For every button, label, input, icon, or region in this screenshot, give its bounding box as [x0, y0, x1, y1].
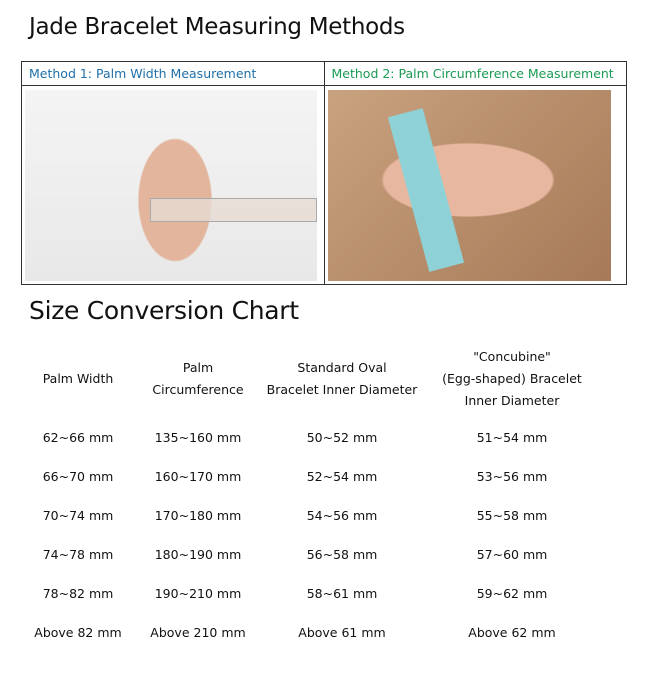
palm-circumference-photo	[327, 90, 611, 281]
table-row: 66~70 mm 160~170 mm 52~54 mm 53~56 mm	[18, 457, 598, 496]
column-header-line: Standard Oval	[297, 360, 387, 375]
method-2: Method 2: Palm Circumference Measurement	[323, 62, 626, 284]
table-cell: 190~210 mm	[154, 586, 242, 601]
table-row: 74~78 mm 180~190 mm 56~58 mm 57~60 mm	[18, 535, 598, 574]
ruler	[150, 198, 317, 222]
page-title: Jade Bracelet Measuring Methods	[29, 14, 405, 40]
column-header: Standard Oval Bracelet Inner Diameter	[258, 340, 426, 418]
table-cell: 51~54 mm	[476, 430, 548, 445]
size-chart-title: Size Conversion Chart	[29, 296, 299, 325]
table-cell: 180~190 mm	[154, 547, 242, 562]
table-cell: 160~170 mm	[154, 469, 242, 484]
table-cell: 66~70 mm	[42, 469, 114, 484]
method-1-label: Method 1: Palm Width Measurement	[22, 62, 324, 86]
method-2-label: Method 2: Palm Circumference Measurement	[324, 62, 626, 86]
table-cell: 59~62 mm	[476, 586, 548, 601]
column-header-line: Palm	[182, 360, 214, 375]
table-row: 70~74 mm 170~180 mm 54~56 mm 55~58 mm	[18, 496, 598, 535]
table-cell: 54~56 mm	[306, 508, 378, 523]
table-cell: 78~82 mm	[42, 586, 114, 601]
measuring-tape	[387, 108, 464, 272]
column-header-line: Palm Width	[42, 371, 114, 386]
methods-table: Method 1: Palm Width Measurement Method …	[21, 61, 627, 285]
column-header-line: Bracelet Inner Diameter	[266, 382, 418, 397]
table-cell: Above 210 mm	[150, 625, 246, 640]
table-row: 62~66 mm 135~160 mm 50~52 mm 51~54 mm	[18, 418, 598, 457]
table-cell: 53~56 mm	[476, 469, 548, 484]
table-cell: Above 62 mm	[468, 625, 556, 640]
table-cell: 70~74 mm	[42, 508, 114, 523]
size-conversion-table: Palm Width Palm Circumference Standard Oval…	[18, 340, 598, 652]
column-header-line: "Concubine"	[473, 349, 551, 364]
table-cell: Above 61 mm	[298, 625, 386, 640]
table-row: 78~82 mm 190~210 mm 58~61 mm 59~62 mm	[18, 574, 598, 613]
column-header: Palm Circumference	[138, 340, 258, 418]
palm-width-photo	[25, 90, 317, 281]
table-cell: 57~60 mm	[476, 547, 548, 562]
column-header-line: Inner Diameter	[464, 393, 560, 408]
table-cell: 50~52 mm	[306, 430, 378, 445]
table-cell: 170~180 mm	[154, 508, 242, 523]
table-cell: 55~58 mm	[476, 508, 548, 523]
table-cell: 62~66 mm	[42, 430, 114, 445]
method-1: Method 1: Palm Width Measurement	[22, 62, 324, 284]
table-cell: 135~160 mm	[154, 430, 242, 445]
column-header-line: (Egg-shaped) Bracelet	[442, 371, 582, 386]
column-header: "Concubine" (Egg-shaped) Bracelet Inner Di…	[426, 340, 598, 418]
table-cell: 58~61 mm	[306, 586, 378, 601]
table-cell: 52~54 mm	[306, 469, 378, 484]
table-cell: 74~78 mm	[42, 547, 114, 562]
table-cell: Above 82 mm	[34, 625, 122, 640]
column-header: Palm Width	[18, 340, 138, 418]
table-cell: 56~58 mm	[306, 547, 378, 562]
table-row: Above 82 mm Above 210 mm Above 61 mm Above …	[18, 613, 598, 652]
column-header-line: Circumference	[152, 382, 244, 397]
